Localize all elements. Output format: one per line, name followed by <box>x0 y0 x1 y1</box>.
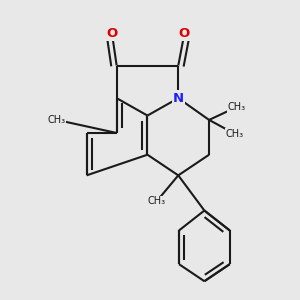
Text: CH₃: CH₃ <box>148 196 166 206</box>
Text: CH₃: CH₃ <box>227 102 245 112</box>
Text: N: N <box>173 92 184 105</box>
Text: CH₃: CH₃ <box>48 115 66 125</box>
Text: O: O <box>179 27 190 40</box>
Text: CH₃: CH₃ <box>225 129 244 139</box>
Text: O: O <box>106 27 118 40</box>
